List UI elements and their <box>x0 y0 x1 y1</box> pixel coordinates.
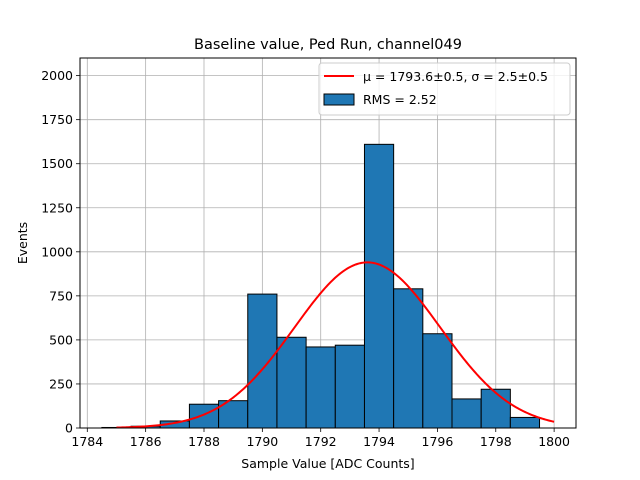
histogram-bar <box>334 344 365 429</box>
histogram-bar <box>422 333 453 429</box>
x-axis-label: Sample Value [ADC Counts] <box>241 456 414 471</box>
x-tick-label: 1788 <box>188 434 220 449</box>
legend-fit-label: μ = 1793.6±0.5, σ = 2.5±0.5 <box>363 69 548 84</box>
histogram-bar <box>451 398 482 429</box>
y-axis-ticks: 0 250 500 750 1000 1250 1500 1750 2000 <box>41 68 80 436</box>
x-tick-label: 1800 <box>538 434 570 449</box>
y-tick-label: 750 <box>49 288 73 303</box>
histogram-bar <box>188 403 220 429</box>
legend: μ = 1793.6±0.5, σ = 2.5±0.5 RMS = 2.52 <box>318 62 571 116</box>
x-tick-label: 1784 <box>71 434 103 449</box>
y-tick-label: 500 <box>49 332 73 347</box>
x-tick-label: 1798 <box>480 434 512 449</box>
x-tick-label: 1786 <box>130 434 162 449</box>
x-tick-label: 1796 <box>422 434 454 449</box>
gaussian-fit-curve <box>116 261 555 429</box>
histogram-bar <box>509 416 541 429</box>
chart-title: Baseline value, Ped Run, channel049 <box>194 37 462 53</box>
histogram-bar <box>305 346 336 429</box>
x-axis-ticks: 1784 1786 1788 1790 1792 1794 1796 1798 1800 <box>71 428 570 449</box>
y-tick-label: 250 <box>49 376 73 391</box>
y-tick-label: 1500 <box>41 156 73 171</box>
plot-frame <box>79 57 577 429</box>
y-axis-label: Events <box>15 222 30 264</box>
y-tick-label: 1750 <box>41 112 73 127</box>
fit-curve-path <box>116 261 555 429</box>
histogram-bar <box>276 336 307 429</box>
y-tick-label: 1000 <box>41 244 73 259</box>
x-tick-label: 1792 <box>305 434 337 449</box>
y-tick-label: 2000 <box>41 68 73 83</box>
y-tick-label: 0 <box>65 421 73 436</box>
histogram-bar <box>247 293 278 429</box>
x-tick-label: 1794 <box>363 434 395 449</box>
legend-histogram-label: RMS = 2.52 <box>363 92 437 107</box>
legend-box <box>318 62 571 116</box>
histogram-bar <box>363 143 395 429</box>
histogram-bar <box>480 388 511 429</box>
histogram-bar <box>393 288 424 429</box>
x-tick-label: 1790 <box>246 434 278 449</box>
legend-histogram-swatch <box>323 93 355 106</box>
y-tick-label: 1250 <box>41 200 73 215</box>
